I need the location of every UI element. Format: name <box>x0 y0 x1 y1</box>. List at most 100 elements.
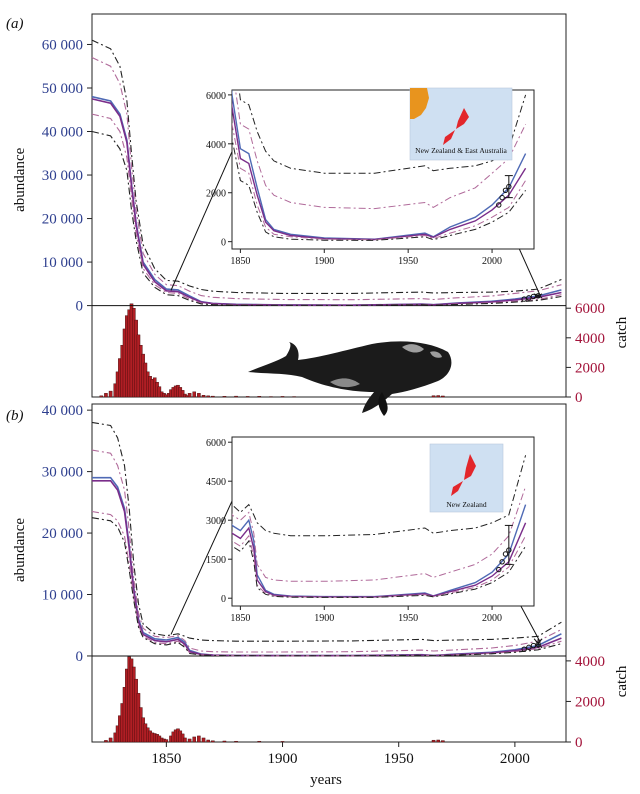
x-axis-label: years <box>310 772 342 788</box>
catch-bar <box>280 396 285 398</box>
series-line-median-purple <box>91 98 562 307</box>
catch-axis-label: catch <box>614 316 630 348</box>
catch-bar <box>431 395 436 398</box>
y-tick-label: 0 <box>76 649 84 665</box>
catch-bar <box>211 740 215 743</box>
series-line-lower-black <box>91 517 562 657</box>
inset-y-tick-label: 0 <box>221 238 226 249</box>
plot-frame <box>91 13 567 398</box>
x-tick-label: 1900 <box>268 751 298 767</box>
panel-label: (b) <box>6 408 24 424</box>
catch-bar <box>99 395 104 398</box>
catch-bar <box>180 390 185 398</box>
observation-point <box>521 296 527 302</box>
catch-axis-label: catch <box>614 665 630 697</box>
inset-x-tick-label: 2000 <box>482 613 502 624</box>
catch-bar <box>192 736 197 743</box>
whale-fin <box>378 392 388 416</box>
series-line-upper-black <box>91 39 562 294</box>
inset-y-tick-label: 1500 <box>206 555 226 566</box>
catch-tick-label: 4000 <box>575 654 605 670</box>
plot-frame <box>91 403 567 743</box>
map-new-zealand <box>443 108 469 145</box>
y-axis-label: abundance <box>12 518 28 582</box>
observation-point <box>521 646 527 652</box>
y-tick-label: 40 000 <box>42 403 83 419</box>
x-tick-label: 1850 <box>151 751 181 767</box>
inset-observation-point <box>499 194 505 201</box>
y-tick-label: 30 000 <box>42 465 83 481</box>
catch-bar <box>431 739 436 743</box>
series-line-upper-pink <box>91 449 562 653</box>
y-tick-label: 40 000 <box>42 125 83 141</box>
catch-bar <box>234 395 238 398</box>
x-tick-label: 2000 <box>500 751 530 767</box>
y-tick-label: 30 000 <box>42 168 83 184</box>
inset-y-tick-label: 2000 <box>206 189 226 200</box>
inset-y-tick-label: 0 <box>221 594 226 605</box>
catch-bar <box>436 395 440 398</box>
observation-point <box>526 295 532 301</box>
catch-bar <box>222 740 227 743</box>
series-line-lower-pink <box>91 510 562 657</box>
catch-tick-label: 2000 <box>575 360 605 376</box>
inset-x-tick-label: 1950 <box>398 256 418 267</box>
inset-series-group <box>232 455 527 598</box>
inset-series-line-lower-pink <box>232 118 527 241</box>
inset-series-line-lower-black <box>232 134 526 241</box>
x-tick-label: 1950 <box>384 751 414 767</box>
y-tick-label: 0 <box>76 299 84 315</box>
catch-bar <box>197 735 201 743</box>
inset-y-tick-label: 6000 <box>206 438 226 449</box>
inset-observation-point <box>496 566 502 573</box>
catch-bar <box>187 738 192 743</box>
series-line-upper-black <box>91 421 562 642</box>
inset-x-tick-label: 1850 <box>230 256 250 267</box>
whale-callosities <box>402 344 442 358</box>
catch-bar <box>211 395 215 398</box>
inset-x-tick-label: 1900 <box>314 256 334 267</box>
catch-bar <box>436 739 440 743</box>
inset-observation-point <box>502 551 509 557</box>
catch-bar <box>104 393 108 398</box>
catch-bar <box>108 737 113 743</box>
inset-x-tick-label: 1850 <box>230 613 250 624</box>
catch-tick-label: 0 <box>575 390 583 406</box>
panel-b: (b) 0 10 000 20 000 30 000 40 000 abundance 0 20… <box>6 403 630 767</box>
y-tick-label: 10 000 <box>42 255 83 271</box>
inset-y-tick-label: 6000 <box>206 91 226 102</box>
catch-bar <box>222 396 227 398</box>
y-axis-label: abundance <box>12 147 28 211</box>
right-whale-illustration <box>248 341 452 416</box>
zoom-connector <box>170 136 240 291</box>
catch-bar <box>441 395 445 398</box>
catch-tick-label: 2000 <box>575 694 605 710</box>
catch-tick-label: 6000 <box>575 301 605 317</box>
catch-bar <box>280 741 285 743</box>
whale-body <box>248 341 452 413</box>
inset-x-tick-label: 1900 <box>314 613 334 624</box>
inset-y-tick-label: 3000 <box>206 516 226 527</box>
series-line-upper-pink <box>91 57 562 301</box>
series-line-lower-black <box>91 130 562 306</box>
inset-y-tick-label: 4000 <box>206 140 226 151</box>
catch-bar <box>257 396 262 398</box>
map-label: New Zealand <box>446 500 486 509</box>
inset-series-line-lower-black <box>232 539 527 598</box>
inset-x-tick-label: 1950 <box>398 613 418 624</box>
catch-tick-label: 4000 <box>575 331 605 347</box>
y-tick-label: 50 000 <box>42 81 83 97</box>
catch-bar <box>164 739 169 743</box>
inset-series-group <box>232 90 527 241</box>
observation-cross <box>533 638 543 649</box>
y-tick-label: 10 000 <box>42 588 83 604</box>
catch-bar <box>206 739 210 743</box>
observation-cross <box>533 293 543 299</box>
catch-bar <box>192 391 197 398</box>
inset-series-line-median-purple <box>232 98 527 241</box>
catch-bar <box>206 395 210 398</box>
catch-tick-label: 0 <box>575 735 583 751</box>
catch-bar <box>104 740 108 743</box>
observation-point <box>526 644 532 651</box>
